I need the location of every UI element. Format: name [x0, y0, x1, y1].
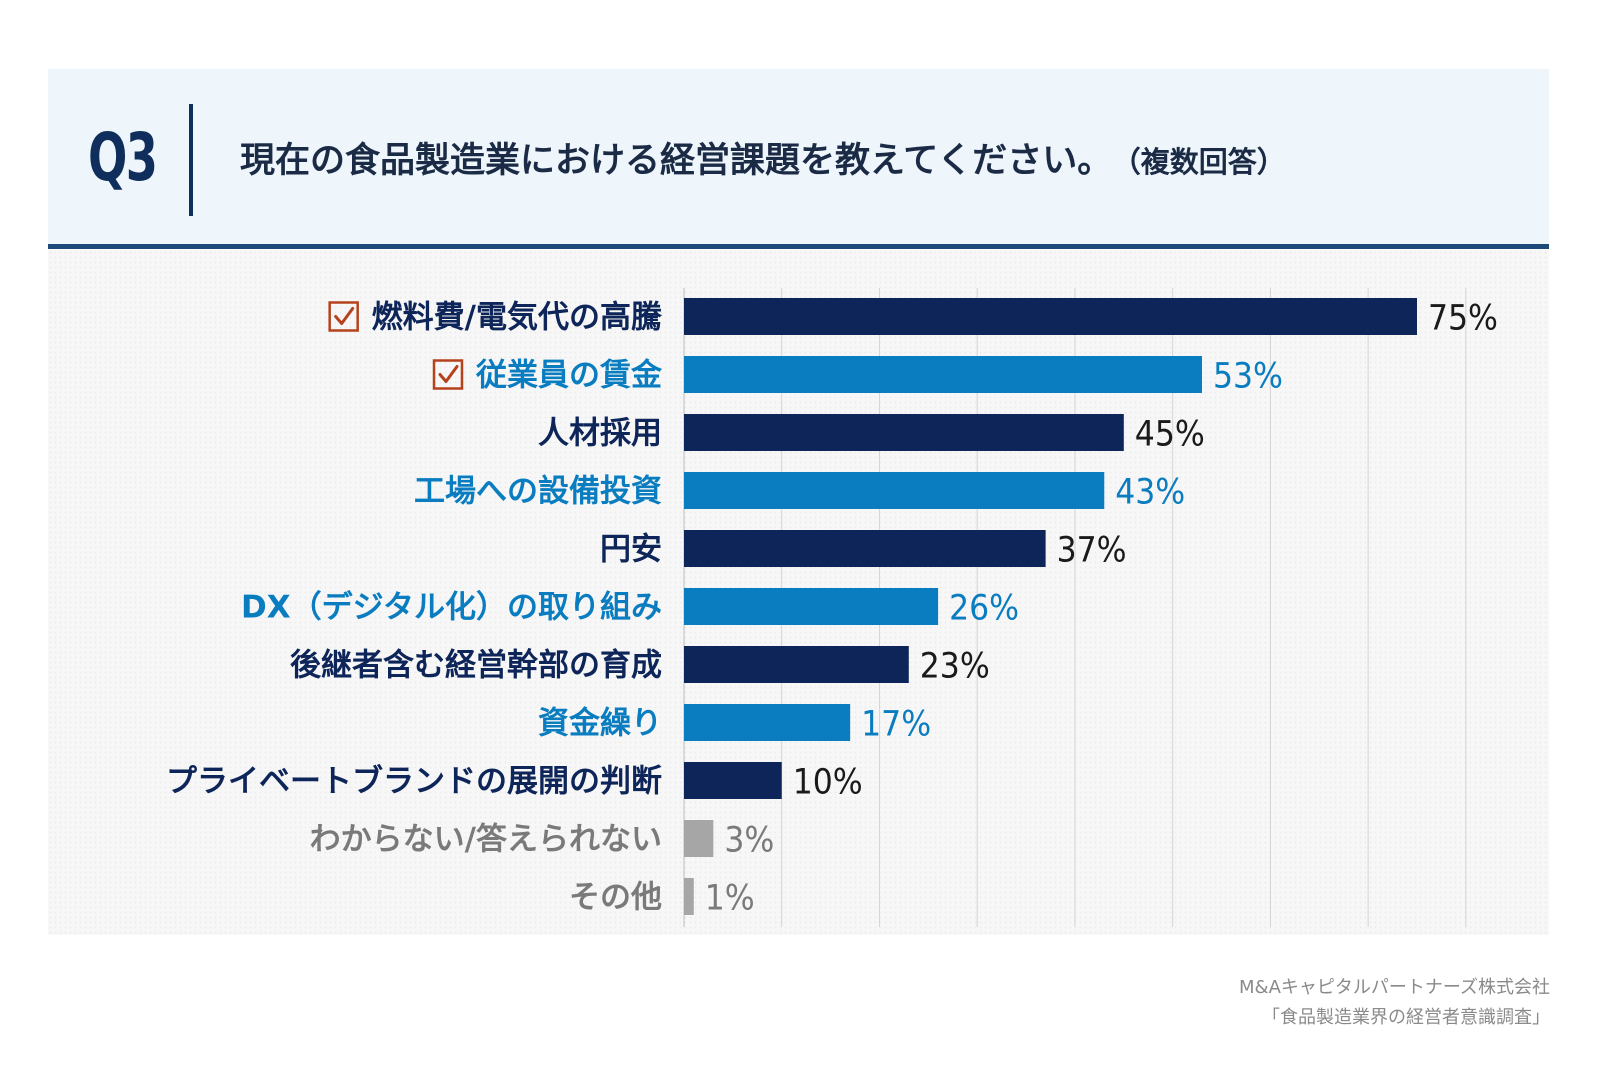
value-label: 10% — [793, 763, 863, 803]
question-divider — [189, 104, 193, 216]
bar — [684, 298, 1417, 335]
value-label: 26% — [949, 589, 1019, 629]
question-header — [48, 69, 1549, 248]
bar — [684, 878, 694, 915]
source-company: M&Aキャピタルパートナーズ株式会社 — [1239, 977, 1550, 998]
check-icon — [328, 301, 359, 332]
value-label: 43% — [1115, 473, 1185, 513]
value-label: 53% — [1213, 357, 1283, 397]
value-label: 37% — [1057, 531, 1127, 571]
question-main-text: 現在の食品製造業における経営課題を教えてください。 — [240, 141, 1113, 181]
category-label: 人材採用 — [538, 416, 662, 452]
value-label: 3% — [724, 821, 774, 861]
source-survey: 「食品製造業界の経営者意識調査」 — [1262, 1007, 1550, 1028]
category-label: DX（デジタル化）の取り組み — [241, 590, 662, 626]
category-label: 従業員の賃金 — [475, 358, 663, 394]
category-label: 円安 — [600, 532, 662, 568]
bar — [684, 704, 851, 741]
category-label: 工場への設備投資 — [414, 474, 662, 510]
question-note: （複数回答） — [1126, 145, 1286, 179]
value-label: 17% — [861, 705, 931, 745]
value-label: 1% — [705, 879, 755, 919]
category-label: 後継者含む経営幹部の育成 — [290, 648, 662, 684]
check-box — [328, 301, 359, 332]
category-label: プライベートブランドの展開の判断 — [166, 764, 662, 800]
bar — [684, 414, 1124, 451]
value-label: 75% — [1428, 299, 1498, 339]
value-label: 23% — [920, 647, 990, 687]
category-label: 燃料費/電気代の高騰 — [372, 300, 662, 336]
bar — [684, 356, 1202, 393]
value-label: 45% — [1135, 415, 1205, 455]
bar — [684, 646, 909, 683]
bar — [684, 762, 782, 799]
bar — [684, 820, 714, 857]
bar — [684, 588, 939, 625]
bar — [684, 530, 1046, 567]
check-box — [432, 359, 464, 390]
category-label: その他 — [569, 880, 662, 916]
header-rule — [48, 244, 1549, 249]
bar — [684, 472, 1105, 509]
question-text: 現在の食品製造業における経営課題を教えてください。 （複数回答） — [240, 138, 1286, 185]
check-icon — [432, 359, 464, 390]
category-label: わからない/答えられない — [310, 822, 662, 858]
check-mark — [334, 307, 355, 325]
question-number: Q3 — [88, 119, 158, 196]
category-label: 資金繰り — [538, 706, 662, 742]
check-mark — [438, 365, 459, 383]
